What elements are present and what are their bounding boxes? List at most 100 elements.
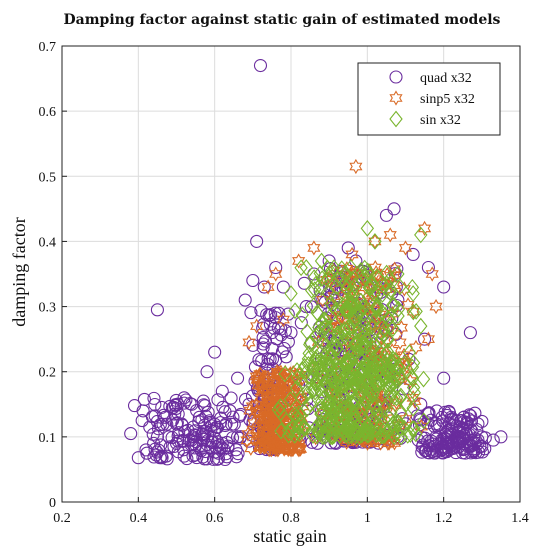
data-point [393, 389, 408, 407]
data-point [254, 303, 268, 317]
data-point [308, 383, 322, 401]
data-point [241, 426, 255, 442]
x-tick-label: 0.2 [53, 511, 71, 526]
x-tick-label: 1.2 [435, 511, 453, 526]
data-point [262, 442, 276, 458]
data-point [391, 358, 406, 376]
data-point [274, 422, 288, 440]
data-point [148, 409, 162, 423]
data-point [377, 421, 391, 439]
data-point [218, 418, 232, 433]
data-point [327, 288, 341, 304]
data-point [273, 433, 288, 450]
y-tick-label: 0.5 [39, 170, 57, 185]
data-point [374, 406, 388, 424]
y-tick-label: 0.4 [39, 235, 57, 250]
data-point [352, 332, 366, 350]
data-point [150, 430, 164, 444]
data-point [354, 292, 368, 310]
data-point [271, 408, 285, 424]
x-tick-label: 0.8 [282, 511, 300, 526]
data-point [274, 328, 288, 342]
data-point [338, 388, 352, 406]
data-point [317, 311, 332, 328]
data-point [303, 334, 318, 352]
data-point [361, 262, 375, 280]
data-point [349, 158, 363, 175]
data-point [265, 381, 279, 397]
data-point [379, 264, 394, 282]
data-point [256, 337, 270, 351]
plot-area [124, 58, 508, 467]
data-point [350, 370, 364, 388]
data-point [427, 446, 441, 460]
data-point [344, 283, 358, 301]
data-point [383, 284, 397, 302]
data-point [244, 440, 258, 456]
data-point [325, 297, 340, 315]
data-point [465, 434, 479, 448]
data-point [357, 298, 371, 316]
data-point [306, 297, 321, 314]
data-point [383, 227, 397, 243]
data-point [315, 320, 330, 338]
data-point [256, 429, 270, 445]
data-point [253, 58, 268, 73]
data-point [402, 344, 417, 361]
data-point [124, 427, 138, 441]
data-point [403, 373, 417, 389]
data-point [406, 247, 420, 262]
data-point [463, 326, 477, 340]
y-tick-label: 0.1 [39, 431, 57, 446]
data-point [377, 400, 392, 417]
data-point [189, 435, 203, 449]
data-point [387, 418, 401, 436]
data-point [225, 431, 240, 445]
data-point [238, 392, 253, 407]
data-point [263, 352, 277, 366]
data-point [279, 350, 293, 364]
data-point [311, 416, 326, 434]
data-point [178, 424, 192, 439]
data-point [340, 280, 354, 298]
data-point [315, 393, 329, 410]
data-point [475, 414, 489, 428]
data-point [397, 281, 411, 297]
data-point [354, 262, 368, 279]
data-point [457, 415, 471, 429]
data-point [387, 435, 402, 451]
data-point [456, 410, 471, 425]
data-point [340, 353, 354, 370]
data-point [284, 326, 298, 340]
legend-box [357, 62, 501, 136]
data-point [390, 413, 404, 431]
data-point [327, 404, 342, 421]
data-point [238, 293, 252, 307]
data-point [442, 443, 456, 457]
data-point [256, 385, 270, 401]
data-point [183, 396, 197, 411]
data-point [361, 423, 376, 441]
data-point [405, 370, 420, 388]
data-point [297, 418, 311, 436]
data-point [160, 452, 174, 466]
data-point [294, 316, 308, 330]
data-point [416, 438, 430, 452]
data-point [276, 312, 290, 328]
data-point [147, 391, 161, 405]
data-point [391, 307, 405, 325]
data-point [357, 259, 372, 277]
legend-entry-label: sin x32 [420, 113, 461, 128]
data-point [184, 438, 198, 452]
data-point [363, 340, 377, 358]
data-point [379, 208, 393, 222]
data-point [339, 365, 354, 383]
data-point [423, 446, 437, 460]
data-point [314, 352, 328, 370]
data-point [208, 345, 222, 359]
data-point [406, 303, 421, 321]
data-point [380, 330, 395, 348]
data-point [211, 452, 226, 466]
data-point [256, 341, 270, 355]
data-point [373, 419, 387, 436]
